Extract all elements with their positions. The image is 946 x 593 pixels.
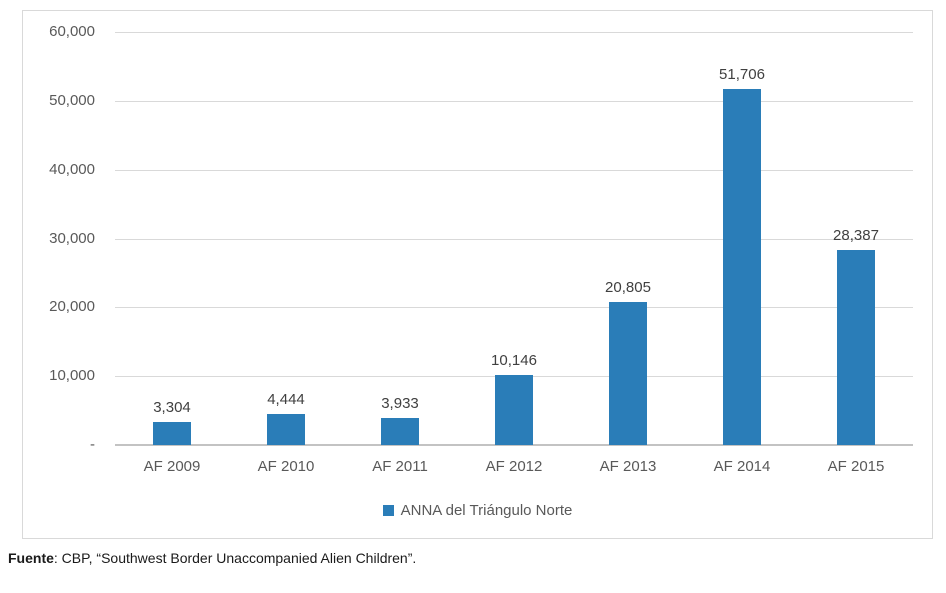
y-axis-tick-label: 50,000 [49, 91, 95, 109]
gridline [115, 32, 913, 33]
gridline [115, 169, 913, 171]
legend: ANNA del Triángulo Norte [23, 502, 932, 519]
y-axis-tick-label: - [90, 436, 95, 453]
bar-value-label: 3,304 [153, 399, 191, 417]
bar-value-label: 28,387 [833, 226, 879, 244]
bar-af-2010 [267, 414, 305, 445]
bar-value-label: 20,805 [605, 278, 651, 296]
source-text: Fuente: CBP, “Southwest Border Unaccompa… [8, 549, 416, 568]
x-axis-label: AF 2015 [827, 458, 885, 475]
x-axis-label: AF 2011 [372, 458, 428, 475]
bar-value-label: 51,706 [719, 66, 765, 84]
x-axis-label: AF 2009 [143, 458, 201, 475]
x-axis-label: AF 2014 [713, 458, 771, 475]
y-axis-tick-label: 10,000 [49, 367, 95, 385]
gridline [115, 307, 913, 309]
gridline [115, 100, 913, 102]
legend-label: ANNA del Triángulo Norte [400, 502, 573, 519]
y-axis-tick-label: 60,000 [49, 23, 95, 40]
bar-af-2015 [837, 249, 875, 445]
source-rest: : CBP, “Southwest Border Unaccompanied A… [53, 550, 417, 566]
x-axis-label: AF 2013 [599, 458, 657, 475]
x-axis-line [115, 444, 913, 446]
gridline [115, 238, 913, 240]
x-axis-label: AF 2012 [485, 458, 543, 475]
bar-value-label: 3,933 [381, 394, 419, 412]
bar-af-2013 [609, 301, 647, 445]
chart-frame: ANNA del Triángulo Norte 60,000 50,000 40,… [22, 10, 933, 539]
bar-af-2012 [495, 375, 533, 445]
bar-af-2009 [153, 422, 191, 445]
y-axis-tick-label: 30,000 [49, 229, 95, 247]
bar-value-label: 10,146 [491, 352, 537, 370]
bar-value-label: 4,444 [267, 391, 305, 409]
source-prefix: Fuente [8, 550, 54, 566]
bar-af-2011 [381, 417, 419, 445]
y-axis-tick-label: 40,000 [49, 160, 95, 178]
x-axis-label: AF 2010 [257, 458, 315, 475]
y-axis-tick-label: 20,000 [49, 298, 95, 316]
legend-swatch-icon [382, 505, 394, 516]
bar-af-2014 [723, 89, 761, 445]
